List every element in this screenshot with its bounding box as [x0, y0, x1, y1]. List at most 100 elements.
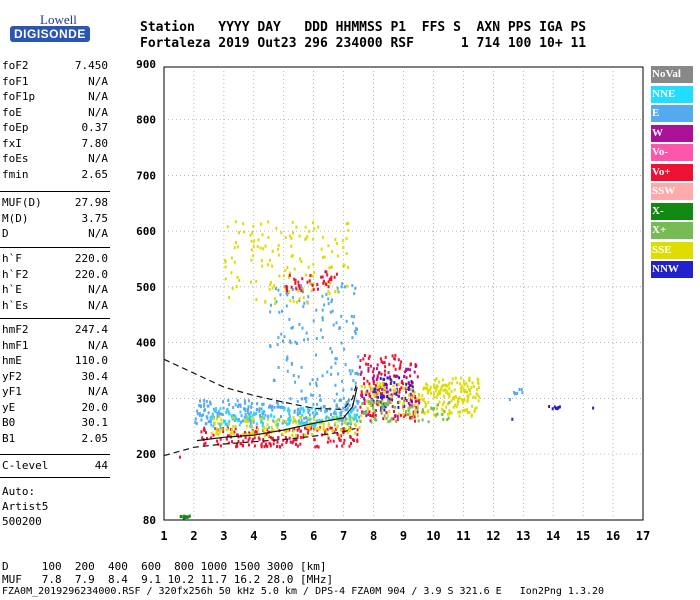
echo-point — [252, 420, 255, 424]
echo-point — [381, 361, 384, 365]
echo-point — [342, 441, 345, 445]
echo-point — [254, 430, 257, 433]
echo-point — [308, 279, 311, 283]
echo-point — [203, 402, 206, 406]
echo-point — [250, 239, 253, 243]
echo-point — [301, 326, 304, 330]
echo-point — [321, 318, 324, 322]
echo-point — [441, 407, 444, 411]
echo-point — [423, 411, 426, 415]
echo-point — [295, 287, 298, 291]
echo-point — [293, 438, 296, 442]
echo-point — [345, 252, 348, 256]
echo-point — [280, 415, 282, 419]
echo-point — [457, 400, 460, 403]
echo-point — [379, 408, 382, 412]
echo-point — [316, 402, 319, 406]
echo-point — [248, 431, 251, 435]
echo-point — [468, 376, 471, 380]
echo-point — [395, 419, 398, 423]
echo-point — [378, 371, 381, 375]
param-row: hmF1 N/A — [2, 339, 108, 354]
echo-point — [258, 409, 261, 413]
echo-point — [407, 409, 410, 413]
echo-point — [558, 405, 561, 409]
echo-point — [383, 408, 386, 412]
echo-point — [344, 408, 347, 412]
echo-point — [385, 411, 388, 415]
echo-point — [363, 402, 366, 405]
echo-point — [342, 406, 345, 410]
echo-point — [203, 426, 206, 430]
echo-point — [337, 372, 340, 376]
echo-point — [302, 407, 305, 411]
echo-point — [362, 411, 365, 415]
echo-point — [416, 407, 419, 411]
echo-point — [224, 277, 227, 281]
echo-point — [256, 245, 259, 249]
echo-point — [228, 434, 231, 438]
echo-point — [408, 405, 411, 409]
echo-point — [368, 382, 371, 386]
echo-point — [331, 298, 333, 302]
echo-point — [413, 370, 416, 374]
echo-point — [370, 387, 373, 391]
echo-point — [327, 289, 330, 293]
echo-point — [463, 390, 466, 394]
param-row: foF1p N/A — [2, 90, 108, 105]
echo-point — [293, 418, 296, 421]
param-value: N/A — [88, 152, 108, 165]
echo-point — [303, 338, 306, 342]
logo-digisonde-text: DIGISONDE — [10, 26, 90, 42]
echo-point — [432, 383, 435, 387]
echo-point — [471, 404, 474, 408]
echo-point — [321, 374, 324, 378]
echo-point — [353, 439, 355, 443]
echo-point — [426, 410, 429, 414]
echo-point — [330, 372, 333, 376]
echo-point — [275, 300, 278, 304]
echo-point — [312, 221, 314, 225]
echo-point — [336, 426, 338, 430]
echo-point — [250, 424, 253, 428]
echo-point — [462, 400, 465, 404]
echo-point — [396, 418, 399, 422]
echo-point — [352, 407, 355, 411]
legend-item: Vo+ — [651, 163, 693, 181]
echo-point — [421, 408, 424, 412]
echo-point — [239, 404, 242, 408]
echo-point — [230, 414, 233, 418]
echo-point — [257, 427, 260, 431]
echo-point — [247, 407, 249, 411]
echo-point — [463, 398, 466, 402]
echo-point — [469, 388, 471, 392]
echo-point — [233, 416, 236, 420]
echo-point — [324, 416, 327, 420]
echo-point — [385, 386, 388, 390]
echo-point — [196, 412, 199, 416]
echo-point — [336, 254, 339, 258]
echo-point — [219, 437, 222, 441]
echo-point — [302, 421, 305, 425]
auto-artist-label: Artist5 — [2, 500, 49, 513]
param-row: yF2 30.4 — [2, 370, 108, 385]
echo-point — [371, 414, 374, 418]
echo-point — [216, 439, 219, 443]
x-tick-label: 6 — [310, 529, 317, 543]
echo-point — [311, 274, 314, 278]
echo-point — [311, 406, 314, 410]
echo-point — [326, 273, 329, 277]
echo-point — [345, 421, 348, 425]
echo-point — [198, 412, 201, 416]
echo-point — [287, 407, 290, 411]
echo-point — [340, 434, 343, 438]
echo-point — [309, 274, 312, 278]
echo-point — [426, 383, 429, 387]
echo-point — [342, 417, 345, 421]
echo-point — [397, 382, 400, 386]
param-value: 110.0 — [74, 354, 108, 367]
echo-point — [439, 388, 442, 392]
echo-point — [247, 415, 250, 419]
echo-point — [283, 274, 285, 278]
echo-point — [427, 420, 430, 424]
